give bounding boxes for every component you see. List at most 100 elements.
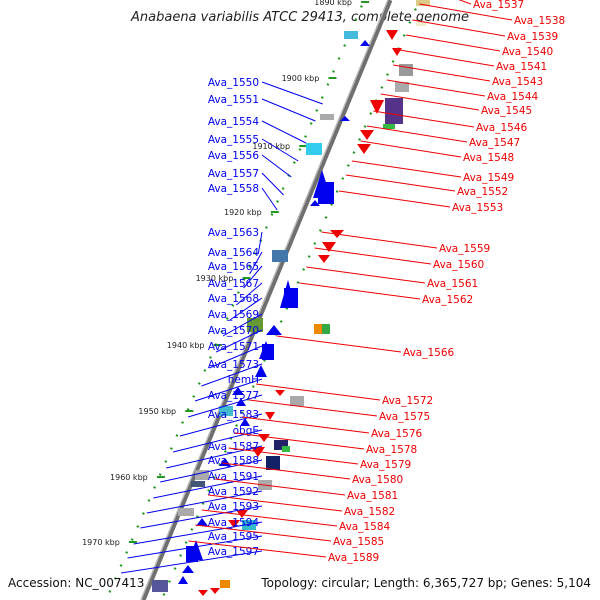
- left-strand-dot: [320, 96, 324, 99]
- right-gene-label: Ava_1538: [514, 15, 565, 27]
- left-gene-label: Ava_1565: [208, 261, 259, 273]
- reverse-gene-arrow: [258, 434, 270, 442]
- left-strand-dot: [253, 252, 257, 255]
- right-strand-dot: [173, 567, 177, 570]
- gene-block-navy: [274, 440, 288, 450]
- left-strand-dot: [309, 122, 313, 125]
- left-strand-dot: [264, 226, 268, 229]
- scale-label: 1960 kbp: [110, 473, 148, 482]
- left-gene-leader: [261, 120, 307, 144]
- right-strand-dot: [195, 515, 199, 518]
- left-strand-dot: [337, 57, 341, 60]
- left-gene-label: Ava_1593: [208, 501, 259, 513]
- reverse-gene-arrow: [386, 30, 398, 40]
- left-strand-dot: [225, 317, 229, 320]
- gene-block-orange: [314, 324, 322, 334]
- right-gene-leader: [306, 266, 426, 284]
- gene-block-cyan: [219, 406, 233, 416]
- right-gene-label: Ava_1578: [366, 444, 417, 456]
- reverse-gene-arrow: [275, 390, 285, 396]
- right-gene-label: Ava_1576: [371, 428, 423, 440]
- left-gene-label: Ava_1558: [208, 183, 259, 195]
- right-gene-leader: [255, 383, 381, 401]
- left-strand-dot: [298, 148, 302, 151]
- left-strand-dot: [119, 564, 123, 567]
- right-gene-label: Ava_1559: [439, 243, 490, 255]
- forward-gene-arrow: [255, 365, 267, 377]
- left-gene-label: Ava_1568: [208, 293, 259, 305]
- right-gene-label: Ava_1545: [481, 105, 532, 117]
- left-strand-dot: [276, 200, 280, 203]
- right-strand-dot: [307, 255, 311, 258]
- right-gene-leader: [338, 190, 451, 208]
- right-strand-dot: [207, 489, 211, 492]
- right-gene-label: Ava_1572: [382, 395, 433, 407]
- right-gene-label: Ava_1562: [422, 294, 473, 306]
- right-gene-leader: [299, 282, 421, 300]
- left-strand-dot: [304, 135, 307, 138]
- forward-gene-block: [284, 288, 298, 308]
- right-strand-dot: [279, 320, 283, 323]
- left-gene-label: Ava_1551: [208, 94, 259, 106]
- left-gene-leader: [243, 265, 263, 289]
- right-strand-dot: [235, 424, 238, 427]
- right-strand-dot: [263, 359, 266, 362]
- right-strand-dot: [318, 229, 322, 232]
- left-strand-dot: [359, 5, 363, 8]
- left-strand-dot: [203, 369, 207, 372]
- right-gene-label: Ava_1540: [502, 46, 553, 58]
- left-strand-dot: [114, 577, 117, 580]
- right-strand-dot: [324, 216, 328, 219]
- right-gene-leader: [195, 524, 332, 542]
- left-strand-dot: [326, 83, 330, 86]
- right-strand-dot: [386, 73, 389, 76]
- scale-label: 1950 kbp: [138, 407, 176, 416]
- left-gene-label: Ava_1573: [208, 359, 259, 371]
- right-strand-dot: [240, 411, 244, 414]
- left-strand-dot: [175, 434, 179, 437]
- left-gene-label: Ava_1569: [208, 309, 259, 321]
- left-gene-leader: [188, 394, 263, 418]
- right-gene-leader: [399, 49, 495, 67]
- right-gene-label: Ava_1547: [469, 137, 520, 149]
- forward-gene-arrow: [232, 387, 244, 395]
- left-strand-dot: [220, 330, 224, 333]
- right-strand-dot: [369, 112, 373, 115]
- right-gene-label: Ava_1539: [507, 31, 558, 43]
- gene-block-tan: [416, 0, 430, 6]
- scale-label: 1940 kbp: [167, 341, 205, 350]
- right-gene-leader: [345, 174, 456, 192]
- right-gene-label: Ava_1579: [360, 459, 411, 471]
- reverse-gene-arrow: [322, 242, 336, 252]
- gene-block-grey: [178, 508, 194, 516]
- right-gene-label: Ava_1549: [463, 172, 514, 184]
- right-gene-leader: [321, 231, 438, 249]
- reverse-gene-arrow: [228, 520, 240, 528]
- left-gene-leader: [172, 429, 263, 453]
- right-strand-dot: [352, 151, 356, 154]
- left-gene-leader: [261, 81, 323, 105]
- left-strand-dot: [141, 512, 145, 515]
- left-strand-dot: [292, 161, 296, 164]
- left-gene-leader: [201, 363, 263, 387]
- gene-block-navy: [266, 456, 280, 470]
- right-gene-label: Ava_1584: [339, 521, 391, 533]
- left-strand-dot: [248, 265, 252, 268]
- forward-gene-arrow: [360, 40, 370, 46]
- left-gene-leader: [127, 535, 263, 559]
- forward-gene-arrow: [182, 565, 194, 573]
- left-gene-leader: [160, 459, 263, 483]
- right-strand-dot: [341, 177, 345, 180]
- left-strand-dot: [332, 70, 335, 73]
- right-gene-label: Ava_1560: [433, 259, 484, 271]
- gene-block-grey: [395, 82, 409, 92]
- left-gene-label: Ava_1554: [208, 116, 260, 128]
- scale-label: 1930 kbp: [196, 274, 234, 283]
- gene-block-pale: [416, 22, 426, 26]
- left-strand-dot: [281, 187, 285, 190]
- right-gene-leader: [373, 110, 475, 128]
- left-gene-label: Ava_1577: [208, 390, 259, 402]
- left-gene-label: Ava_1570: [208, 325, 259, 337]
- right-gene-label: Ava_1537: [473, 0, 524, 11]
